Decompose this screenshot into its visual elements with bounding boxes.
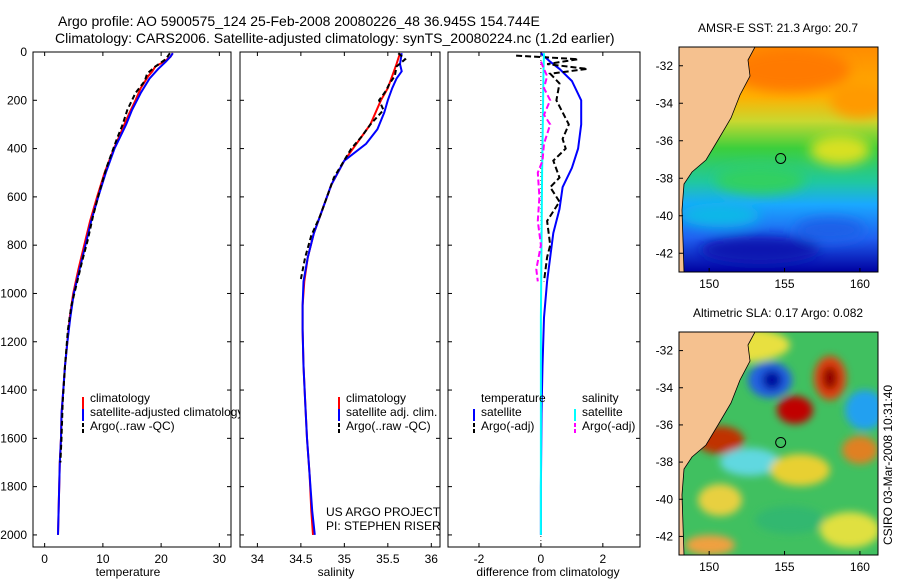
legend-label-argo: Argo(..raw -QC) (90, 419, 175, 433)
x-tick-label: 0 (538, 552, 545, 566)
salinity-legend: climatology satellite adj. clim. Argo(..… (338, 391, 437, 433)
legend-label-temp-satellite: satellite (481, 405, 522, 419)
header-line-1: Argo profile: AO 5900575_124 25-Feb-2008… (58, 13, 540, 29)
map-y-tick-label: -40 (656, 492, 674, 506)
map-x-tick-label: 150 (699, 277, 719, 291)
map-y-tick-label: -34 (656, 96, 674, 110)
legend-label-satellite: satellite-adjusted climatology (90, 405, 243, 419)
x-tick-label: 20 (154, 552, 168, 566)
series-salinity-argo-adj- (535, 61, 552, 282)
csiro-credit: CSIRO 03-Mar-2008 10:31:40 (881, 385, 895, 545)
sla-map-title: Altimetric SLA: 0.17 Argo: 0.082 (693, 306, 863, 320)
x-tick-label: -2 (474, 552, 485, 566)
map-y-tick-label: -40 (656, 209, 674, 223)
legend-label-sal-argo: Argo(-adj) (582, 419, 635, 433)
x-tick-label: 30 (213, 552, 227, 566)
series-temperature-satellite (539, 52, 583, 535)
salinity-series-group (299, 52, 407, 536)
y-tick-label: 1000 (0, 286, 27, 300)
map-x-tick-label: 160 (850, 560, 870, 574)
legend-label-argo: Argo(..raw -QC) (346, 419, 431, 433)
y-tick-label: 200 (7, 93, 27, 107)
sla-map-image (679, 332, 878, 555)
map-y-tick-label: -36 (656, 418, 674, 432)
y-tick-label: 1600 (0, 431, 27, 445)
y-tick-label: 400 (7, 142, 27, 156)
difference-ticks: -2 0 2 (448, 51, 640, 566)
sla-map-panel: Altimetric SLA: 0.17 Argo: 0.082 (656, 306, 879, 574)
temperature-panel-frame (32, 51, 232, 548)
sst-map-title: AMSR-E SST: 21.3 Argo: 20.7 (698, 21, 858, 35)
salinity-xlabel: salinity (318, 565, 355, 579)
y-tick-label: 2000 (0, 528, 27, 542)
series-temperature-argo-adj- (516, 54, 588, 282)
legend-label-climatology: climatology (90, 391, 150, 405)
map-y-tick-label: -36 (656, 134, 674, 148)
difference-legend: temperature satellite Argo(-adj) salinit… (473, 391, 635, 433)
land-mask (679, 332, 756, 555)
legend-title-salinity: salinity (582, 391, 619, 405)
temperature-series-group (57, 52, 174, 535)
salinity-panel: 34 34.5 35 35.5 36 salinity climatology sate… (239, 51, 441, 579)
legend-label-temp-argo: Argo(-adj) (481, 419, 534, 433)
map-y-tick-label: -42 (656, 246, 674, 260)
project-label: US ARGO PROJECT (326, 505, 441, 519)
x-tick-label: 34.5 (289, 552, 313, 566)
sst-map-image (679, 47, 878, 272)
map-y-tick-label: -38 (656, 171, 674, 185)
sst-features (680, 48, 878, 264)
y-tick-label: 1200 (0, 335, 27, 349)
difference-panel: -2 0 2 difference from climatology tempera… (447, 51, 641, 579)
y-tick-label: 1800 (0, 480, 27, 494)
land-mask (679, 47, 756, 272)
salinity-ticks: 34 34.5 35 35.5 36 (240, 51, 440, 566)
series-salinity-satellite (539, 53, 545, 535)
map-x-tick-label: 155 (775, 560, 795, 574)
x-tick-label: 35.5 (376, 552, 400, 566)
legend-label-sal-satellite: satellite (582, 405, 623, 419)
difference-xlabel: difference from climatology (476, 565, 619, 579)
temperature-ticks: 0 10 20 30 0 200 400 600 800 1000 1200 1400 1600 1800… (0, 45, 231, 566)
argo-location-marker (775, 436, 787, 448)
pi-label: PI: STEPHEN RISER (326, 519, 441, 533)
y-tick-label: 0 (20, 45, 27, 59)
map-y-tick-label: -32 (656, 344, 674, 358)
series-argo-raw-qc- (299, 52, 407, 280)
temperature-legend: climatology satellite-adjusted climatolo… (82, 391, 243, 433)
sst-map-frame (678, 46, 879, 273)
series-argo-raw-qc- (59, 52, 171, 463)
y-tick-label: 800 (7, 238, 27, 252)
map-x-tick-label: 155 (775, 277, 795, 291)
x-tick-label: 10 (96, 552, 110, 566)
difference-series-group (516, 52, 588, 535)
map-y-tick-label: -38 (656, 455, 674, 469)
x-tick-label: 2 (599, 552, 606, 566)
map-y-tick-label: -34 (656, 381, 674, 395)
legend-label-climatology: climatology (346, 391, 406, 405)
x-tick-label: 0 (41, 552, 48, 566)
sst-map-ticks: 150 155 160 -32 -34 -36 -38 -40 -42 (656, 59, 871, 291)
legend-label-satellite: satellite adj. clim. (346, 405, 437, 419)
sla-map-ticks: 150 155 160 -32 -34 -36 -38 -40 -42 (656, 344, 871, 574)
x-tick-label: 35 (338, 552, 352, 566)
legend-title-temperature: temperature (481, 391, 546, 405)
x-tick-label: 34 (251, 552, 265, 566)
y-tick-label: 1400 (0, 383, 27, 397)
sla-map-frame (678, 331, 879, 556)
y-tick-label: 600 (7, 190, 27, 204)
map-x-tick-label: 160 (850, 277, 870, 291)
map-y-tick-label: -42 (656, 529, 674, 543)
temperature-xlabel: temperature (96, 565, 161, 579)
salinity-panel-frame (239, 51, 441, 548)
header-line-2: Climatology: CARS2006. Satellite-adjuste… (55, 30, 615, 46)
map-x-tick-label: 150 (699, 560, 719, 574)
map-y-tick-label: -32 (656, 59, 674, 73)
x-tick-label: 36 (425, 552, 439, 566)
temperature-panel: 0 10 20 30 0 200 400 600 800 1000 1200 1400 1600 1800… (0, 45, 243, 579)
difference-panel-frame (447, 51, 641, 548)
sst-map-panel: AMSR-E SST: 21.3 Argo: 20.7 150 155 160 -32… (656, 21, 879, 291)
argo-location-marker (775, 152, 787, 164)
